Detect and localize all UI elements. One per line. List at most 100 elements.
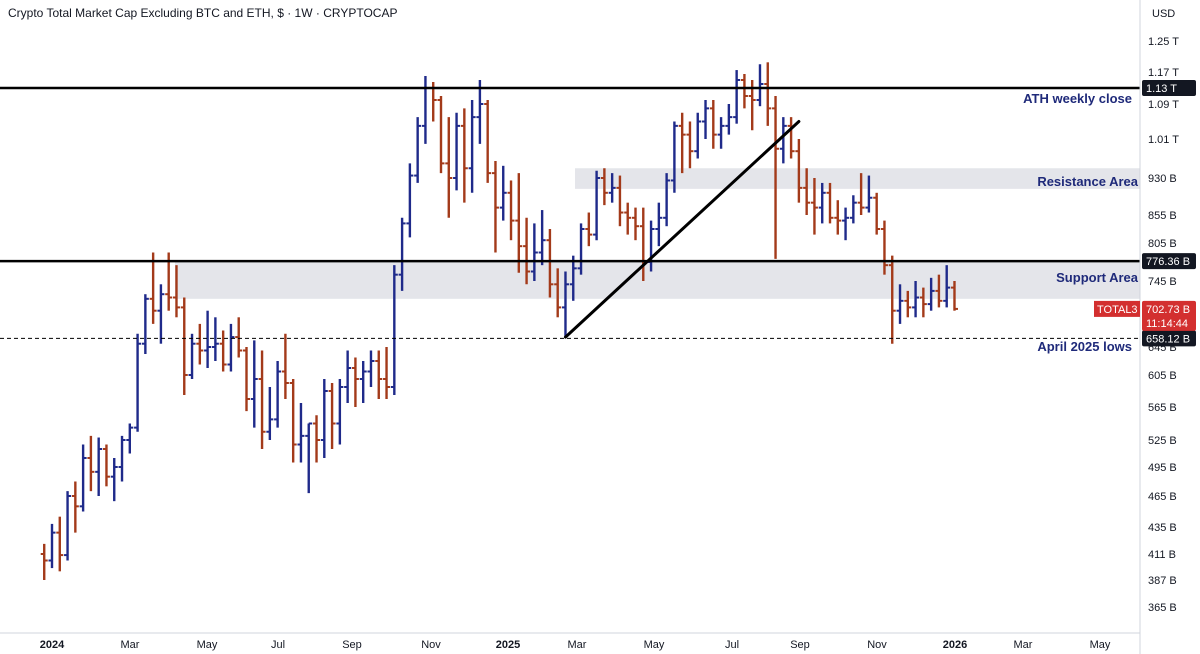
ohlc-bar [95, 437, 103, 496]
ohlc-bar [787, 117, 795, 159]
ohlc-bar [484, 100, 492, 183]
ohlc-bar [149, 252, 157, 324]
ohlc-bar [678, 112, 686, 174]
trendline[interactable] [563, 120, 801, 339]
ohlc-bar [834, 200, 842, 235]
ohlc-bar [476, 80, 484, 144]
ohlc-bar [593, 170, 601, 241]
ohlc-bar [810, 178, 818, 235]
ohlc-bar [134, 333, 142, 432]
x-tick-label: May [197, 639, 218, 651]
x-tick-label: May [644, 639, 665, 651]
time-axis-ticks[interactable]: 2024 Mar May Jul Sep Nov 2025 Mar May Jul Sep Nov 20… [40, 639, 1111, 651]
ohlc-bar [71, 481, 79, 533]
ohlc-bar [289, 379, 297, 463]
ohlc-bar [943, 265, 951, 308]
ath-tag-text: 1.13 T [1146, 83, 1177, 95]
x-tick-label: Mar [121, 639, 140, 651]
annotation-ath: ATH weekly close [1023, 91, 1132, 106]
ohlc-bar [313, 415, 321, 463]
low-tag-box [1142, 330, 1196, 347]
x-tick-label: Sep [790, 639, 810, 651]
ohlc-bar [803, 168, 811, 215]
ohlc-bar [141, 294, 149, 354]
y-tick-label: 1.17 T [1148, 67, 1179, 79]
ohlc-bar [421, 76, 429, 144]
y-tick-label: 365 B [1148, 602, 1177, 614]
ohlc-bar [367, 350, 375, 387]
ohlc-bar [515, 173, 523, 273]
ohlc-bar [328, 383, 336, 449]
ohlc-bar [398, 217, 406, 291]
ohlc-bar [663, 173, 671, 227]
ohlc-bar [818, 182, 826, 224]
x-tick-label: 2026 [943, 639, 967, 651]
ohlc-bar [686, 121, 694, 169]
ohlc-bar [912, 281, 920, 318]
ohlc-bar [437, 96, 445, 174]
x-tick-label: Nov [867, 639, 887, 651]
y-tick-label: 1.01 T [1148, 134, 1179, 146]
x-tick-label: May [1090, 639, 1111, 651]
ohlc-bar [935, 274, 943, 308]
ohlc-bar [414, 117, 422, 183]
ohlc-bar [709, 100, 717, 149]
ohlc-bar [523, 217, 531, 285]
ohlc-bar [227, 323, 235, 372]
ohlc-bar [204, 310, 212, 368]
y-tick-label: 930 B [1148, 173, 1177, 185]
ohlc-bar [219, 330, 227, 372]
y-tick-label: 805 B [1148, 238, 1177, 250]
ohlc-bar [79, 444, 87, 512]
annotation-resistance: Resistance Area [1037, 174, 1138, 189]
ohlc-bar [904, 290, 912, 318]
ohlc-bar [56, 516, 64, 572]
ohlc-bar [336, 379, 344, 445]
support-tag-box [1142, 253, 1196, 270]
ohlc-bar [873, 192, 881, 235]
ohlc-bar [250, 340, 258, 428]
ohlc-bar [849, 195, 857, 224]
ohlc-bar [406, 163, 414, 238]
y-tick-label: 465 B [1148, 491, 1177, 503]
zones-layer [175, 168, 1140, 299]
x-tick-label: Mar [568, 639, 587, 651]
ath-tag-box [1142, 80, 1196, 96]
ohlc-bar [64, 491, 72, 561]
ohlc-bar [118, 435, 126, 482]
ohlc-bar [865, 175, 873, 213]
ohlc-bar [235, 317, 243, 358]
ohlc-bar [243, 347, 250, 412]
x-tick-label: 2024 [40, 639, 65, 651]
low-tag-text: 658.12 B [1146, 333, 1190, 345]
x-tick-label: Nov [421, 639, 441, 651]
ohlc-bar [842, 207, 850, 241]
ohlc-bar [305, 422, 313, 494]
ohlc-bar [460, 108, 468, 203]
ohlc-bar [624, 202, 632, 235]
ohlc-bar [499, 165, 507, 221]
y-tick-label: 855 B [1148, 210, 1177, 222]
y-tick-label: 745 B [1148, 276, 1177, 288]
ohlc-bar [172, 265, 180, 318]
ohlc-bar [740, 74, 748, 109]
price-tags: 1.13 T 776.36 B 658.12 B TOTAL3 702.73 B 11:1… [1094, 80, 1196, 347]
y-tick-label: 525 B [1148, 435, 1177, 447]
ohlc-bar [632, 207, 639, 241]
price-axis-ticks[interactable]: 1.25 T 1.17 T 1.09 T 1.01 T 930 B 855 B 805 B 7… [1148, 36, 1179, 614]
ohlc-bar [857, 173, 865, 215]
ohlc-bar [888, 255, 896, 344]
countdown-text: 11:14:44 [1146, 318, 1188, 330]
ohlc-bar [608, 173, 616, 203]
ohlc-bar [87, 435, 95, 492]
zone-support [175, 261, 1140, 299]
ohlc-bar [196, 323, 204, 365]
support-tag-text: 776.36 B [1146, 256, 1190, 268]
ohlc-bar [554, 268, 562, 318]
ohlc-bar [188, 333, 196, 379]
ohlc-bar [390, 265, 398, 395]
currency-label: USD [1152, 8, 1175, 20]
ohlc-bar [694, 112, 702, 159]
ohlc-bar [561, 271, 569, 338]
